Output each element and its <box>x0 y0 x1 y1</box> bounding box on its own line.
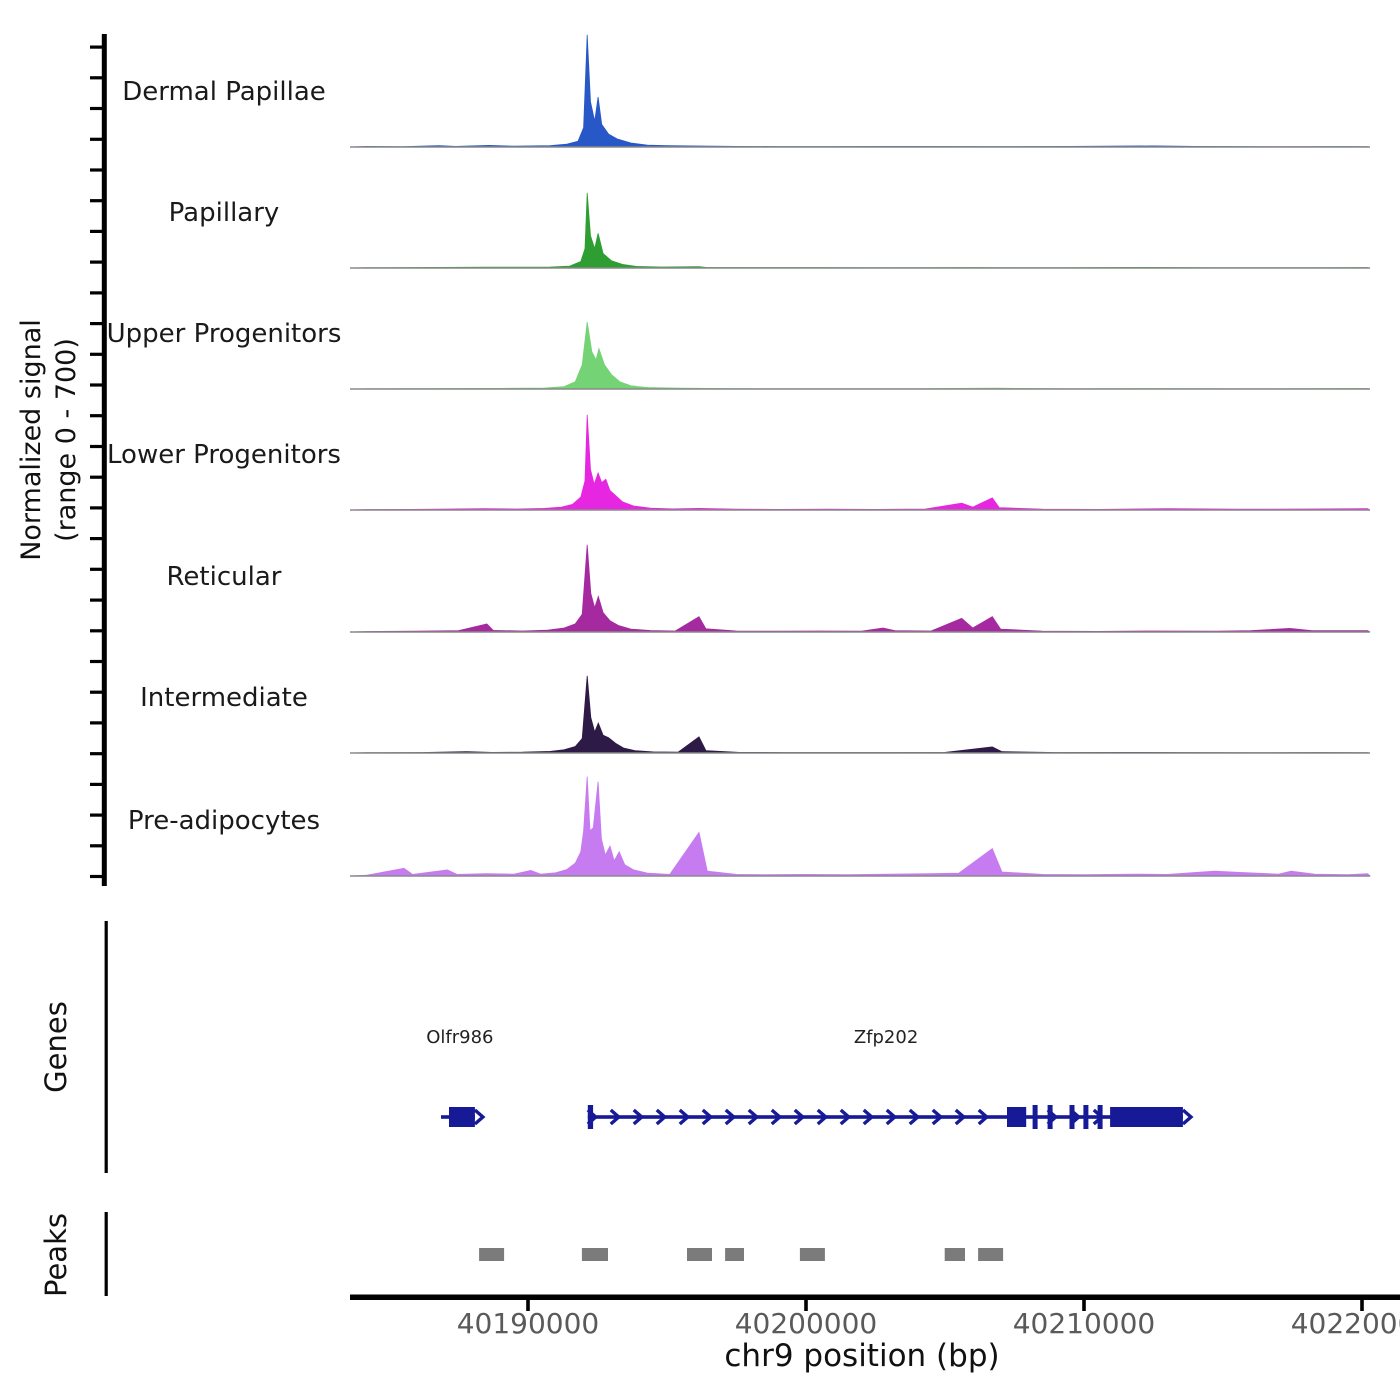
peak-box <box>978 1248 1004 1261</box>
track-label-pre-adipocytes: Pre-adipocytes <box>127 806 321 836</box>
x-tick-40210000: 40210000 <box>1012 1307 1156 1340</box>
peak-box <box>725 1248 744 1261</box>
signal-track-dermal-papillae <box>349 34 1371 148</box>
track-label-lower-progenitors: Lower Progenitors <box>107 440 341 470</box>
genes-section-label: Genes <box>39 1001 73 1093</box>
signal-track-upper-progenitors <box>349 321 1371 390</box>
peak-box <box>687 1248 712 1261</box>
peak-box <box>581 1248 608 1261</box>
signal-track-papillary <box>349 192 1371 269</box>
peak-box <box>799 1248 825 1261</box>
y-axis-label: Normalized signal (range 0 - 700) <box>14 270 88 610</box>
x-tick-40220000: 40220000 <box>1290 1307 1400 1340</box>
y-axis-label-line2: (range 0 - 700) <box>51 338 82 542</box>
signal-track-reticular <box>349 544 1371 633</box>
signal-track-pre-adipocytes <box>349 776 1371 877</box>
track-label-dermal-papillae: Dermal Papillae <box>122 77 326 107</box>
signal-track-intermediate <box>349 675 1371 754</box>
peak-box <box>944 1248 965 1261</box>
gene-model-zfp202 <box>586 1105 1194 1129</box>
gene-model-olfr986 <box>441 1107 486 1127</box>
signal-track-lower-progenitors <box>349 414 1371 511</box>
genes-axis-rule <box>104 921 108 1173</box>
peak-box <box>479 1248 505 1261</box>
x-axis <box>350 1294 1400 1311</box>
gene-name-olfr986: Olfr986 <box>426 1027 494 1048</box>
y-axis-label-line1: Normalized signal <box>16 319 47 561</box>
x-tick-40200000: 40200000 <box>734 1307 878 1340</box>
track-label-intermediate: Intermediate <box>140 683 308 713</box>
gene-name-zfp202: Zfp202 <box>853 1027 919 1048</box>
x-axis-title: chr9 position (bp) <box>724 1338 1000 1374</box>
track-label-upper-progenitors: Upper Progenitors <box>106 319 342 349</box>
peaks-axis-rule <box>104 1212 108 1296</box>
x-tick-40190000: 40190000 <box>456 1307 600 1340</box>
y-axis <box>90 34 107 886</box>
track-label-papillary: Papillary <box>168 198 280 228</box>
track-label-reticular: Reticular <box>166 562 282 592</box>
peak-calls <box>479 1248 1004 1261</box>
peaks-section-label: Peaks <box>39 1213 73 1297</box>
